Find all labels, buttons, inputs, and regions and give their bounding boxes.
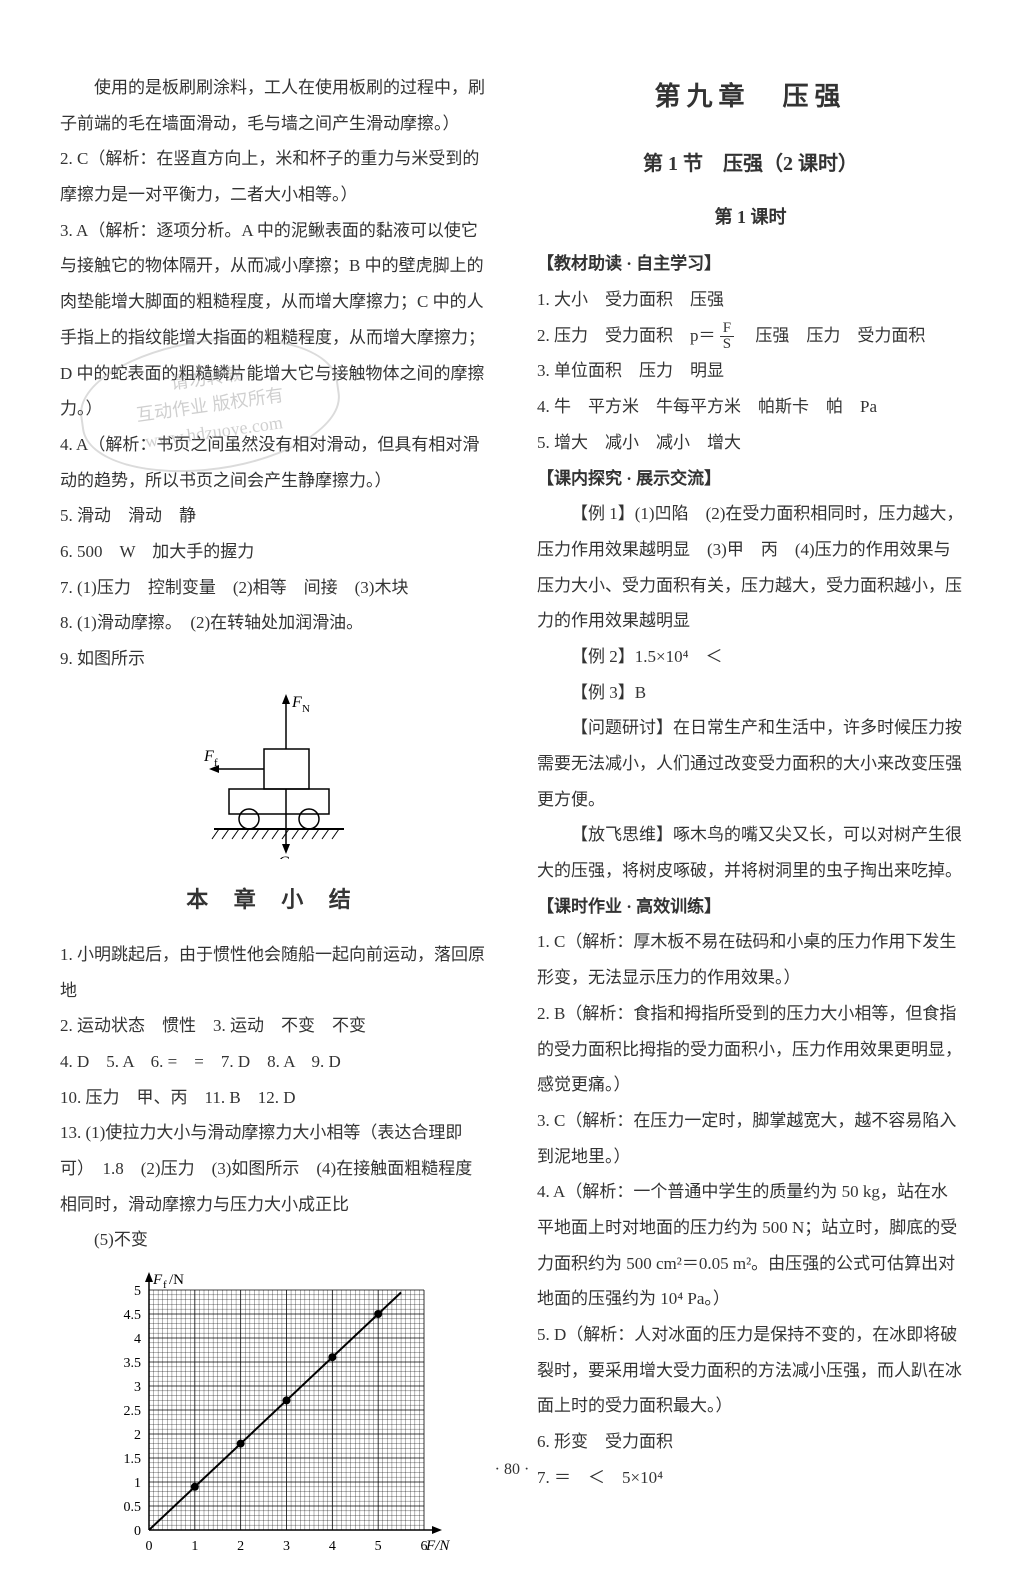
svg-text:F: F — [152, 1272, 163, 1288]
svg-text:4: 4 — [328, 1539, 335, 1554]
text-line: 4. 牛 平方米 牛每平方米 帕斯卡 帕 Pa — [537, 389, 964, 425]
text-line: (5)不变 — [60, 1222, 487, 1258]
svg-text:F: F — [291, 694, 302, 711]
text-line: 【例 2】1.5×10⁴ ＜ — [537, 639, 964, 675]
chapter-title: 第九章 压强 — [537, 70, 964, 125]
right-column: 第九章 压强 第 1 节 压强（2 课时） 第 1 课时 【教材助读 · 自主学… — [527, 70, 964, 1467]
text-line: 6. 500 W 加大手的握力 — [60, 534, 487, 570]
text-line: 2. 运动状态 惯性 3. 运动 不变 不变 — [60, 1008, 487, 1044]
friction-chart: 00.511.522.533.544.550123456Ff/NF/N — [60, 1270, 487, 1570]
text-line: 4. A（解析：一个普通中学生的质量约为 50 kg，站在水平地面上时对地面的压… — [537, 1174, 964, 1317]
fbd-svg: F N F f G — [174, 689, 374, 859]
svg-text:3.5: 3.5 — [123, 1356, 141, 1371]
free-body-diagram: F N F f G — [60, 689, 487, 859]
text-line: 5. D（解析：人对冰面的压力是保持不变的，在冰即将破裂时，要采用增大受力面积的… — [537, 1317, 964, 1424]
svg-text:f: f — [214, 757, 218, 769]
text-line: 3. A（解析：逐项分析。A 中的泥鳅表面的黏液可以使它与接触它的物体隔开，从而… — [60, 213, 487, 427]
text-line: 3. C（解析：在压力一定时，脚掌越宽大，越不容易陷入到泥地里。） — [537, 1103, 964, 1174]
svg-text:4: 4 — [134, 1332, 141, 1347]
text-line: 2. C（解析：在竖直方向上，米和杯子的重力与米受到的摩擦力是一对平衡力，二者大… — [60, 141, 487, 212]
svg-text:4.5: 4.5 — [123, 1308, 141, 1323]
svg-text:2: 2 — [237, 1539, 244, 1554]
text-line: 使用的是板刷刷涂料，工人在使用板刷的过程中，刷子前端的毛在墙面滑动，毛与墙之间产… — [60, 70, 487, 141]
page-container: 使用的是板刷刷涂料，工人在使用板刷的过程中，刷子前端的毛在墙面滑动，毛与墙之间产… — [60, 70, 964, 1467]
svg-text:1: 1 — [191, 1539, 198, 1554]
svg-text:F: F — [203, 748, 214, 765]
frac-den: S — [720, 337, 734, 352]
text-line: 10. 压力 甲、丙 11. B 12. D — [60, 1080, 487, 1116]
text-line: 1. 大小 受力面积 压强 — [537, 282, 964, 318]
text-line: 3. 单位面积 压力 明显 — [537, 353, 964, 389]
text-line: 4. D 5. A 6. = = 7. D 8. A 9. D — [60, 1044, 487, 1080]
chapter-summary-title: 本 章 小 结 — [60, 877, 487, 923]
svg-text:N: N — [302, 703, 310, 715]
chart-svg: 00.511.522.533.544.550123456Ff/NF/N — [94, 1270, 454, 1570]
frac-num: F — [720, 321, 734, 337]
left-column: 使用的是板刷刷涂料，工人在使用板刷的过程中，刷子前端的毛在墙面滑动，毛与墙之间产… — [60, 70, 497, 1467]
svg-text:/N: /N — [169, 1272, 184, 1288]
r2-a: 2. 压力 受力面积 p＝ — [537, 326, 716, 345]
text-line: 2. B（解析：食指和拇指所受到的压力大小相等，但食指的受力面积比拇指的受力面积… — [537, 996, 964, 1103]
subheading: 【教材助读 · 自主学习】 — [537, 246, 964, 282]
svg-text:f: f — [163, 1279, 167, 1291]
text-line: 13. (1)使拉力大小与滑动摩擦力大小相等（表达合理即可） 1.8 (2)压力… — [60, 1115, 487, 1222]
text-line: 1. 小明跳起后，由于惯性他会随船一起向前运动，落回原地 — [60, 937, 487, 1008]
svg-text:3: 3 — [134, 1380, 141, 1395]
fraction: F S — [720, 321, 734, 352]
subheading: 【课内探究 · 展示交流】 — [537, 461, 964, 497]
text-line: 1. C（解析：厚木板不易在砝码和小桌的压力作用下发生形变，无法显示压力的作用效… — [537, 924, 964, 995]
section-title: 第 1 节 压强（2 课时） — [537, 143, 964, 185]
text-line: 5. 增大 减小 减小 增大 — [537, 425, 964, 461]
svg-text:5: 5 — [134, 1284, 141, 1299]
text-line: 7. (1)压力 控制变量 (2)相等 间接 (3)木块 — [60, 570, 487, 606]
svg-text:F/N: F/N — [425, 1538, 450, 1554]
page-number: · 80 · — [0, 1461, 1024, 1479]
svg-text:2: 2 — [134, 1428, 141, 1443]
text-line: 4. A（解析：书页之间虽然没有相对滑动，但具有相对滑动的趋势，所以书页之间会产… — [60, 427, 487, 498]
r2-b: 压强 压力 受力面积 — [738, 326, 925, 345]
text-line: 【问题研讨】在日常生产和生活中，许多时候压力按需要无法减小，人们通过改变受力面积… — [537, 710, 964, 817]
svg-text:2.5: 2.5 — [123, 1404, 141, 1419]
text-line: 8. (1)滑动摩擦。 (2)在转轴处加润滑油。 — [60, 605, 487, 641]
svg-text:0.5: 0.5 — [123, 1500, 141, 1515]
text-line: 2. 压力 受力面积 p＝ F S 压强 压力 受力面积 — [537, 318, 964, 354]
lesson-title: 第 1 课时 — [537, 199, 964, 237]
svg-text:0: 0 — [145, 1539, 152, 1554]
fbd-g-label: G — [278, 854, 290, 859]
text-line: 【例 3】B — [537, 675, 964, 711]
svg-text:0: 0 — [134, 1524, 141, 1539]
text-line: 5. 滑动 滑动 静 — [60, 498, 487, 534]
subheading: 【课时作业 · 高效训练】 — [537, 889, 964, 925]
text-line: 9. 如图所示 — [60, 641, 487, 677]
text-line: 6. 形变 受力面积 — [537, 1424, 964, 1460]
text-line: 【例 1】(1)凹陷 (2)在受力面积相同时，压力越大，压力作用效果越明显 (3… — [537, 496, 964, 639]
svg-text:5: 5 — [374, 1539, 381, 1554]
svg-text:3: 3 — [283, 1539, 290, 1554]
text-line: 【放飞思维】啄木鸟的嘴又尖又长，可以对树产生很大的压强，将树皮啄破，并将树洞里的… — [537, 817, 964, 888]
